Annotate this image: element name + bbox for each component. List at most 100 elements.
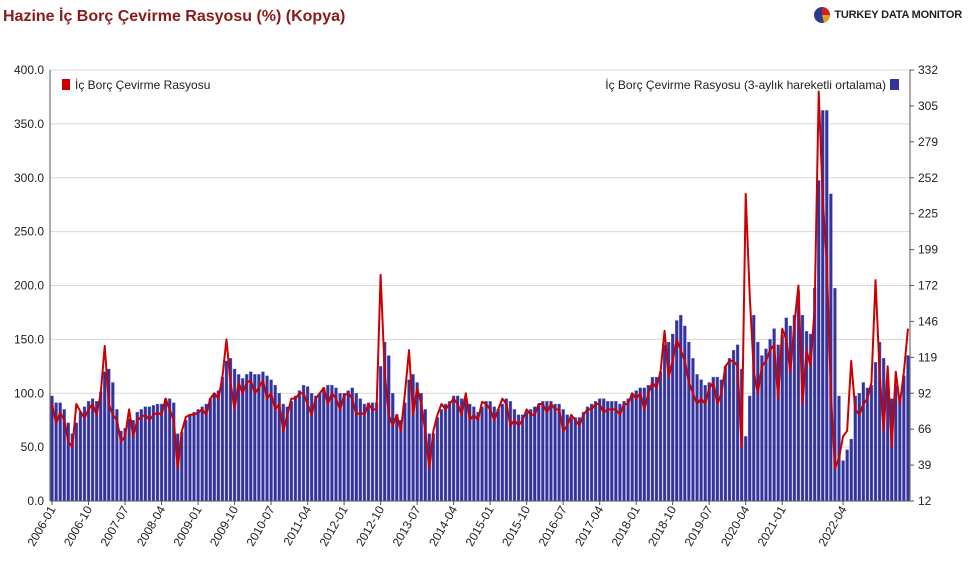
bar	[695, 374, 699, 502]
x-tick-label: 2015-01	[463, 503, 497, 548]
x-tick-label: 2018-01	[609, 503, 643, 548]
y-left-tick-label: 400.0	[14, 63, 44, 77]
x-tick-label: 2012-01	[317, 503, 351, 548]
x-tick-label: 2015-10	[499, 503, 533, 548]
bar	[480, 406, 484, 502]
x-tick-label: 2018-10	[645, 503, 679, 548]
bar	[192, 411, 196, 502]
bar	[139, 409, 143, 502]
bar	[346, 390, 350, 502]
y-left-tick-label: 300.0	[14, 171, 44, 185]
bar	[581, 411, 586, 502]
bar	[573, 417, 577, 502]
bar	[439, 409, 444, 502]
y-right-tick-label: 12	[918, 494, 932, 508]
x-tick-label: 2013-07	[390, 503, 424, 548]
line-series	[51, 90, 909, 470]
bar	[257, 374, 261, 502]
legend-left-swatch	[62, 79, 70, 90]
bar	[529, 409, 533, 502]
bar	[654, 376, 659, 502]
y-right-tick-label: 305	[918, 99, 938, 113]
brand: TURKEY DATA MONITOR	[813, 6, 962, 24]
brand-name: TURKEY DATA MONITOR	[834, 9, 962, 21]
bar	[873, 362, 878, 502]
bar	[516, 414, 521, 502]
bar	[800, 314, 805, 502]
bar	[845, 449, 849, 502]
bar	[403, 402, 407, 502]
y-right-tick-label: 66	[918, 422, 932, 436]
bar	[569, 417, 573, 502]
bar	[127, 418, 131, 502]
bar	[707, 382, 711, 502]
series-line	[51, 90, 909, 470]
bar	[610, 401, 614, 502]
bar-series	[50, 110, 910, 502]
bar	[370, 402, 375, 502]
x-tick-label: 2009-01	[171, 503, 205, 548]
bar	[447, 401, 452, 502]
x-tick-label: 2008-04	[134, 503, 168, 548]
bar	[451, 395, 456, 502]
bar	[464, 398, 468, 502]
bar	[589, 403, 594, 502]
bar	[869, 384, 874, 502]
x-tick-label: 2022-04	[816, 503, 850, 548]
bar	[435, 417, 440, 502]
bar	[541, 401, 545, 502]
bar	[399, 419, 403, 502]
bar	[630, 393, 634, 502]
bar	[764, 348, 768, 502]
legend-right-label: İç Borç Çevirme Rasyosu (3-aylık hareket…	[605, 78, 886, 92]
bar	[646, 384, 651, 502]
bar	[662, 344, 667, 502]
x-tick-label: 2006-10	[61, 503, 95, 548]
x-tick-label: 2019-07	[682, 503, 716, 548]
y-right-tick-label: 39	[918, 458, 932, 472]
bar	[902, 375, 906, 502]
bar	[658, 371, 663, 502]
bar	[865, 387, 870, 502]
bar	[711, 376, 715, 502]
bar	[488, 401, 492, 502]
y-left-tick-label: 150.0	[14, 332, 44, 346]
x-tick-label: 2006-01	[24, 503, 58, 548]
bar	[366, 402, 371, 502]
bar	[861, 382, 866, 502]
bar	[342, 393, 346, 502]
legend: İç Borç Çevirme Rasyosu İç Borç Çevirme …	[62, 78, 899, 92]
bar	[553, 403, 557, 502]
bar	[602, 398, 606, 502]
bar	[849, 438, 853, 502]
bar	[78, 411, 83, 502]
bar	[484, 401, 488, 502]
bar	[293, 395, 298, 502]
bar	[297, 390, 302, 502]
bar	[261, 371, 265, 502]
y-right-tick-label: 92	[918, 386, 932, 400]
bar	[614, 401, 618, 502]
bar	[638, 387, 642, 502]
bar	[151, 405, 156, 502]
bar	[208, 398, 212, 502]
bar	[585, 406, 590, 502]
bar	[334, 387, 338, 502]
x-tick-label: 2011-04	[280, 503, 314, 548]
bar	[155, 403, 160, 502]
bar	[322, 387, 326, 502]
y-right-tick-label: 172	[918, 279, 938, 293]
bar	[683, 325, 687, 502]
bar	[687, 341, 691, 502]
bar	[318, 393, 322, 502]
bar	[841, 460, 845, 502]
y-right-tick-label: 199	[918, 243, 938, 257]
bar	[606, 401, 610, 502]
bar	[391, 393, 395, 502]
x-tick-label: 2012-10	[353, 503, 387, 548]
bar	[188, 414, 192, 502]
bar	[103, 371, 107, 502]
bar	[500, 403, 504, 502]
bar	[86, 401, 91, 502]
